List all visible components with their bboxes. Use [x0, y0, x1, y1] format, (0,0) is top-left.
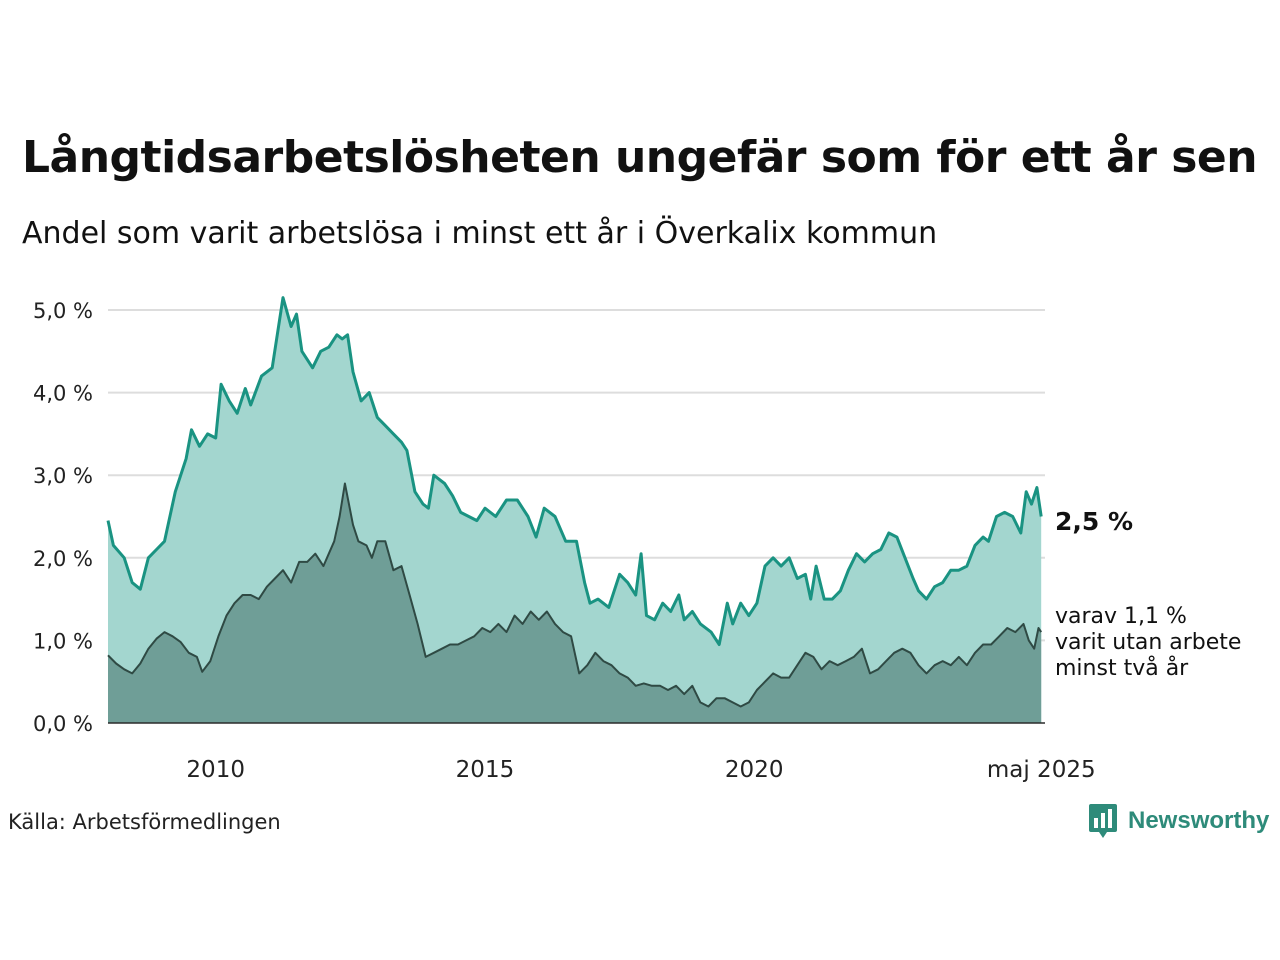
axis-labels: 0,0 % 1,0 % 2,0 % 3,0 % 4,0 % 5,0 % 2010 2015 20…: [33, 299, 1096, 783]
brand-logo: Newsworthy: [1088, 803, 1269, 839]
end-label-sub-3: minst två år: [1055, 655, 1189, 681]
chart-subtitle: Andel som varit arbetslösa i minst ett å…: [22, 216, 938, 251]
x-tick-label: 2010: [186, 757, 245, 783]
area-chart: 0,0 % 1,0 % 2,0 % 3,0 % 4,0 % 5,0 % 2010 2015 20…: [33, 296, 1241, 783]
end-label-sub-1: varav 1,1 %: [1055, 604, 1187, 629]
y-tick-label: 2,0 %: [33, 547, 93, 571]
y-tick-label: 3,0 %: [33, 464, 93, 488]
end-label-total: 2,5 %: [1055, 507, 1133, 536]
line-long: [107, 482, 1043, 708]
x-tick-label: 2015: [456, 757, 515, 783]
source-note: Källa: Arbetsförmedlingen: [8, 810, 281, 834]
area-long: [108, 483, 1042, 723]
line-total: [106, 296, 1043, 646]
y-tick-label: 1,0 %: [33, 629, 93, 653]
y-tick-label: 5,0 %: [33, 299, 93, 323]
y-tick-label: 4,0 %: [33, 382, 93, 406]
brand-name: Newsworthy: [1128, 807, 1270, 834]
chart-title: Långtidsarbetslösheten ungefär som för e…: [22, 132, 1258, 183]
x-tick-label: 2020: [725, 757, 784, 783]
end-label-sub-2: varit utan arbete: [1055, 630, 1241, 655]
chart-areas: [106, 296, 1045, 724]
end-labels: 2,5 % varav 1,1 % varit utan arbete mins…: [1055, 507, 1241, 681]
newsworthy-logo-icon: [1089, 804, 1117, 838]
x-tick-label: maj 2025: [987, 757, 1096, 783]
y-tick-label: 0,0 %: [33, 712, 93, 736]
